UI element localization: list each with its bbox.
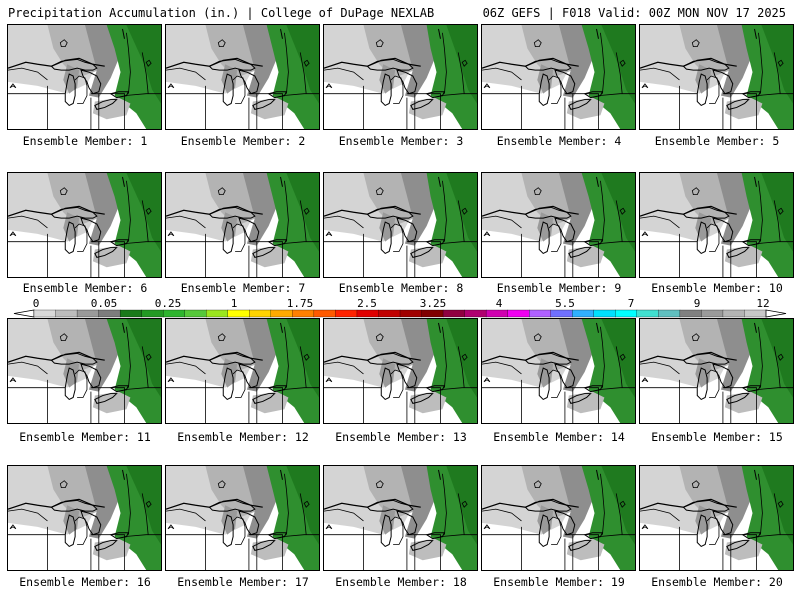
scale-swatch xyxy=(636,309,659,318)
scale-swatch xyxy=(76,309,100,318)
scale-swatch xyxy=(227,309,250,318)
scale-right-arrow xyxy=(765,309,787,318)
scale-swatch xyxy=(572,309,595,318)
ensemble-map-panel xyxy=(323,465,478,571)
ensemble-map-panel xyxy=(165,318,320,424)
scale-swatch xyxy=(33,309,56,318)
ensemble-member-label: Ensemble Member: 3 xyxy=(338,134,464,148)
ensemble-member-label: Ensemble Member: 19 xyxy=(493,575,625,589)
ensemble-member-label: Ensemble Member: 18 xyxy=(335,575,467,589)
scale-swatch xyxy=(550,309,573,318)
scale-tick-label: 12 xyxy=(756,297,769,310)
scale-tick-label: 5.5 xyxy=(555,297,575,310)
scale-tick-label: 0.25 xyxy=(155,297,182,310)
ensemble-map-panel xyxy=(481,465,636,571)
ensemble-map-panel xyxy=(7,465,162,571)
ensemble-map-panel xyxy=(323,24,478,130)
scale-swatch xyxy=(464,309,487,318)
scale-swatch xyxy=(722,309,745,318)
ensemble-member-label: Ensemble Member: 17 xyxy=(177,575,309,589)
ensemble-map-panel xyxy=(639,172,794,278)
scale-tick-label: 1 xyxy=(231,297,238,310)
ensemble-map-panel xyxy=(481,318,636,424)
ensemble-map-panel xyxy=(323,172,478,278)
scale-swatch xyxy=(163,309,186,318)
scale-swatch xyxy=(292,309,315,318)
model-run-info: 06Z GEFS | F018 Valid: 00Z MON NOV 17 20… xyxy=(482,6,786,20)
scale-swatch xyxy=(679,309,702,318)
ensemble-member-label: Ensemble Member: 2 xyxy=(180,134,306,148)
scale-swatch xyxy=(399,309,422,318)
scale-swatch xyxy=(55,309,78,318)
ensemble-member-label: Ensemble Member: 4 xyxy=(496,134,622,148)
ensemble-map-panel xyxy=(165,24,320,130)
scale-swatch xyxy=(356,309,379,318)
ensemble-member-label: Ensemble Member: 13 xyxy=(335,430,467,444)
scale-tick-label: 1.75 xyxy=(287,297,314,310)
scale-swatch xyxy=(141,309,164,318)
scale-tick-label: 9 xyxy=(694,297,701,310)
ensemble-member-label: Ensemble Member: 20 xyxy=(651,575,783,589)
ensemble-member-label: Ensemble Member: 6 xyxy=(22,281,148,295)
scale-left-arrow xyxy=(13,309,35,318)
ensemble-map-panel xyxy=(481,172,636,278)
scale-swatch xyxy=(206,309,229,318)
ensemble-map-panel xyxy=(323,318,478,424)
scale-swatch xyxy=(313,309,336,318)
scale-swatch xyxy=(744,309,767,318)
scale-swatch xyxy=(593,309,616,318)
ensemble-member-label: Ensemble Member: 5 xyxy=(654,134,780,148)
scale-swatch xyxy=(119,309,143,318)
scale-tick-label: 2.5 xyxy=(357,297,377,310)
ensemble-map-panel xyxy=(165,172,320,278)
scale-swatch xyxy=(335,309,358,318)
ensemble-member-label: Ensemble Member: 15 xyxy=(651,430,783,444)
ensemble-member-label: Ensemble Member: 7 xyxy=(180,281,306,295)
scale-swatch xyxy=(249,309,272,318)
ensemble-member-label: Ensemble Member: 16 xyxy=(19,575,151,589)
ensemble-member-label: Ensemble Member: 1 xyxy=(22,134,148,148)
ensemble-map-panel xyxy=(7,24,162,130)
scale-swatch xyxy=(98,309,121,318)
ensemble-map-panel xyxy=(7,318,162,424)
scale-swatch xyxy=(184,309,207,318)
ensemble-member-label: Ensemble Member: 14 xyxy=(493,430,625,444)
scale-swatch xyxy=(378,309,401,318)
page-title: Precipitation Accumulation (in.) | Colle… xyxy=(8,6,435,20)
ensemble-map-panel xyxy=(639,24,794,130)
scale-swatch xyxy=(442,309,466,318)
ensemble-map-panel xyxy=(7,172,162,278)
scale-swatch xyxy=(529,309,552,318)
scale-swatch xyxy=(615,309,638,318)
scale-tick-label: 0.05 xyxy=(91,297,118,310)
ensemble-member-label: Ensemble Member: 8 xyxy=(338,281,464,295)
scale-swatch xyxy=(485,309,509,318)
scale-tick-label: 3.25 xyxy=(420,297,447,310)
scale-swatch xyxy=(658,309,681,318)
ensemble-map-panel xyxy=(165,465,320,571)
scale-swatch xyxy=(270,309,293,318)
color-scale-bar: 0 0.05 0.25 1 1.75 2.5 3.25 4 5.5 7 9 12 xyxy=(13,297,787,318)
scale-tick-label: 0 xyxy=(33,297,40,310)
ensemble-member-label: Ensemble Member: 9 xyxy=(496,281,622,295)
scale-tick-label: 4 xyxy=(496,297,503,310)
ensemble-member-label: Ensemble Member: 12 xyxy=(177,430,309,444)
ensemble-member-label: Ensemble Member: 10 xyxy=(651,281,783,295)
ensemble-member-label: Ensemble Member: 11 xyxy=(19,430,151,444)
scale-swatch xyxy=(701,309,724,318)
scale-swatch xyxy=(507,309,530,318)
ensemble-map-panel xyxy=(481,24,636,130)
ensemble-map-panel xyxy=(639,465,794,571)
ensemble-map-panel xyxy=(639,318,794,424)
scale-tick-label: 7 xyxy=(628,297,635,310)
scale-swatch xyxy=(421,309,444,318)
